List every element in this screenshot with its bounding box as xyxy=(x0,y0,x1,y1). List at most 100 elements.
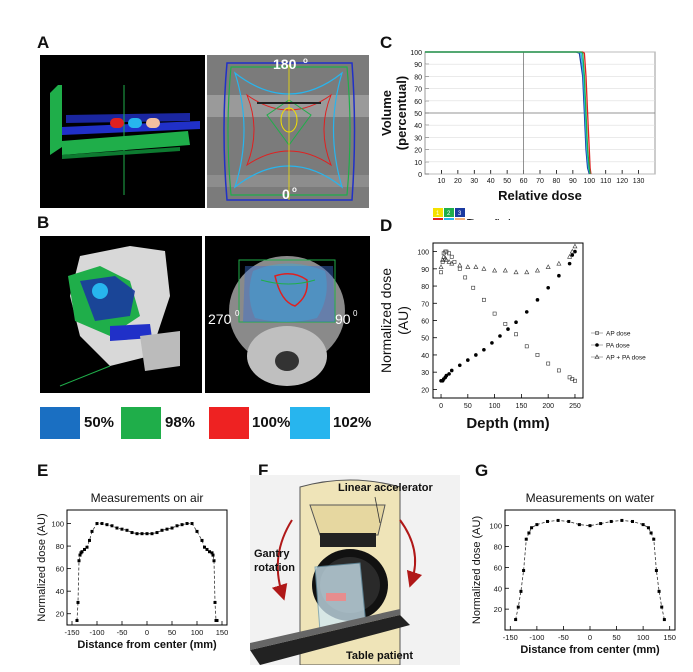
pa-dose-point xyxy=(514,320,518,325)
pa-dose-point xyxy=(535,298,540,302)
phantom-3d-render xyxy=(50,85,200,195)
plot-frame xyxy=(66,509,228,626)
isodose-label-100: 100% xyxy=(252,414,291,431)
y-tick-label: 90 xyxy=(421,267,429,274)
x-tick-label: 100 xyxy=(583,178,595,185)
profile-line xyxy=(76,523,217,621)
pa-dose-point xyxy=(447,372,451,376)
profile-point xyxy=(145,532,149,536)
ap-pa-dose-point xyxy=(567,253,573,259)
dvh-curve-3 xyxy=(425,51,592,175)
legend-label-flask-3: 3 xyxy=(458,211,462,217)
legend-marker-pa xyxy=(595,343,599,347)
x-axis-label: Distance from center (mm) xyxy=(520,644,660,656)
profile-point xyxy=(85,545,89,549)
profile-point xyxy=(105,523,109,527)
x-tick-label: 50 xyxy=(464,403,472,410)
ap-dose-point xyxy=(573,378,577,383)
ap-dose-point xyxy=(503,322,508,326)
y-tick-label: 80 xyxy=(414,74,422,81)
y-axis-label: Normalized dose(AU) xyxy=(378,268,411,373)
degree-sign-bottom: o xyxy=(292,185,297,194)
chart-g-water-profile: -150 -100 -50 0 50 100 150 20 40 60 80 100 Measureme… xyxy=(471,491,676,656)
ap-pa-dose-point xyxy=(502,267,508,273)
panel-a-render xyxy=(40,55,205,208)
profile-point xyxy=(646,526,650,530)
y-tick-label: 20 xyxy=(494,605,502,614)
panel-label-e: E xyxy=(37,461,49,480)
pa-dose-point xyxy=(444,373,449,378)
x-tick-label: 80 xyxy=(553,178,561,185)
chart-e-air-profile: -150 -100 -50 0 50 100 150 20 40 60 80 100 Measureme… xyxy=(36,491,228,651)
legend-label-1: PA dose xyxy=(606,343,630,350)
profile-point xyxy=(662,618,666,622)
x-tick-label: 250 xyxy=(569,403,581,410)
degree-sign-270: 0 xyxy=(235,309,240,318)
x-tick-label: 100 xyxy=(637,633,650,642)
profile-point xyxy=(657,589,661,593)
ap-pa-dose-point xyxy=(443,257,449,263)
profile-point xyxy=(631,519,634,523)
ap-pa-dose-point xyxy=(534,267,540,273)
legend-label-flask-1: 1 xyxy=(436,211,440,217)
ap-dose-point xyxy=(524,344,529,349)
pa-dose-point xyxy=(474,353,478,357)
panel-b-render xyxy=(40,236,202,393)
profile-point xyxy=(522,569,526,573)
legend-marker-ap-pa xyxy=(594,354,600,359)
profile-point xyxy=(83,547,86,551)
y-tick-label: 20 xyxy=(421,387,429,394)
profile-point xyxy=(110,524,114,528)
ap-dose-point xyxy=(447,251,451,256)
x-tick-label: 90 xyxy=(569,178,577,185)
profile-point xyxy=(641,523,645,527)
y-tick-label: 60 xyxy=(421,319,429,326)
profile-point xyxy=(567,519,571,523)
profile-point xyxy=(546,519,549,523)
y-tick-label: 50 xyxy=(421,336,429,343)
x-tick-label: -150 xyxy=(64,628,79,637)
ap-pa-dose-point xyxy=(465,264,471,269)
pa-dose-point xyxy=(490,341,494,345)
x-tick-label: 10 xyxy=(438,178,446,185)
legend-swatch-flask-1 xyxy=(433,208,443,217)
profile-point xyxy=(180,523,184,527)
profile-point xyxy=(150,532,154,536)
y-tick-label: 40 xyxy=(414,123,422,130)
profile-point xyxy=(212,559,216,563)
profile-point xyxy=(155,531,159,535)
pa-dose-point xyxy=(457,363,462,368)
y-tick-label: 100 xyxy=(51,520,64,529)
isodose-swatch-50 xyxy=(40,407,80,439)
x-tick-label: 60 xyxy=(520,178,528,185)
x-tick-label: -50 xyxy=(558,633,569,642)
pa-dose-point xyxy=(567,261,572,266)
x-tick-label: -50 xyxy=(117,628,128,637)
ct-slice-isodose: 180 o 0 o xyxy=(207,55,369,208)
x-tick-label: 0 xyxy=(439,403,443,410)
profile-point xyxy=(514,618,518,622)
panel-label-f: F xyxy=(258,461,269,480)
profile-point xyxy=(90,529,94,533)
ap-pa-dose-point xyxy=(457,262,463,268)
profile-point xyxy=(200,538,204,542)
profile-point xyxy=(100,522,104,526)
y-tick-label: 100 xyxy=(489,522,502,531)
pa-dose-point xyxy=(557,273,561,278)
ap-pa-dose-point xyxy=(513,269,519,275)
y-tick-label: 60 xyxy=(56,565,64,574)
profile-point xyxy=(115,526,119,530)
legend-swatch-flask-4 xyxy=(433,218,443,220)
ap-dose-point xyxy=(514,332,518,337)
profile-point xyxy=(577,523,581,527)
legend-swatch-flask-3 xyxy=(455,208,465,217)
ap-dose-point xyxy=(546,361,551,366)
profile-point xyxy=(88,538,91,542)
plot-frame xyxy=(432,242,584,399)
degree-sign-90: 0 xyxy=(353,309,358,318)
y-tick-label: 30 xyxy=(414,135,422,142)
legend-swatch-flask-2 xyxy=(444,208,454,217)
ap-dose-point xyxy=(439,270,443,275)
profile-point xyxy=(530,526,534,530)
profile-point xyxy=(135,532,139,536)
